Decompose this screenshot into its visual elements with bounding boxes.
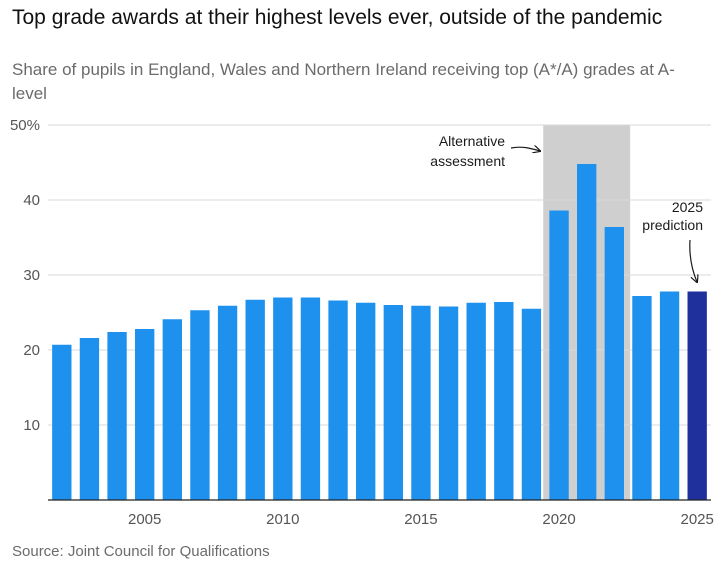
bar-2012 — [328, 300, 348, 500]
x-tick-label-2020: 2020 — [542, 511, 575, 528]
bar-2015 — [411, 305, 431, 500]
chart-title: Top grade awards at their highest levels… — [12, 6, 663, 29]
bar-2023 — [632, 296, 652, 500]
y-tick-label-20: 20 — [23, 342, 40, 359]
x-tick-label-2025: 2025 — [681, 511, 714, 528]
bar-2019 — [521, 308, 542, 500]
y-tick-label-10: 10 — [23, 417, 40, 434]
bar-2025 — [687, 291, 707, 500]
bar-2003 — [79, 338, 100, 500]
bar-2005 — [135, 329, 155, 500]
bar-2002 — [52, 344, 72, 500]
y-tick-label-40: 40 — [23, 192, 40, 209]
annotation-alternative: Alternative — [439, 133, 505, 149]
x-tick-label-2010: 2010 — [266, 511, 299, 528]
y-tick-label-30: 30 — [23, 267, 40, 284]
chart-subtitle: Share of pupils in England, Wales and No… — [12, 60, 675, 103]
bar-2011 — [300, 297, 321, 500]
bar-2010 — [273, 297, 293, 500]
annotation-2025: 2025 — [672, 199, 703, 215]
bar-2009 — [245, 299, 265, 500]
x-tick-label-2015: 2015 — [404, 511, 437, 528]
annotation-arrow-assessment — [510, 147, 540, 151]
annotation-assessment: assessment — [430, 153, 505, 169]
annotation-prediction: prediction — [642, 217, 703, 233]
bar-2014 — [383, 305, 403, 500]
bar-2020 — [549, 210, 569, 500]
bar-2024 — [659, 291, 680, 500]
bar-2007 — [190, 310, 210, 500]
x-tick-label-2005: 2005 — [128, 511, 161, 528]
bar-2008 — [217, 305, 238, 500]
bar-2018 — [494, 302, 514, 500]
chart-source: Source: Joint Council for Qualifications — [12, 543, 270, 560]
y-tick-label-50: 50% — [10, 117, 40, 134]
bar-2004 — [107, 332, 127, 500]
bar-2016 — [438, 306, 459, 500]
bar-2022 — [604, 227, 624, 500]
annotation-arrow-prediction — [689, 239, 697, 282]
bar-2006 — [162, 319, 182, 500]
bar-2013 — [356, 302, 376, 500]
bar-2017 — [466, 302, 486, 500]
bar-2021 — [577, 164, 597, 500]
